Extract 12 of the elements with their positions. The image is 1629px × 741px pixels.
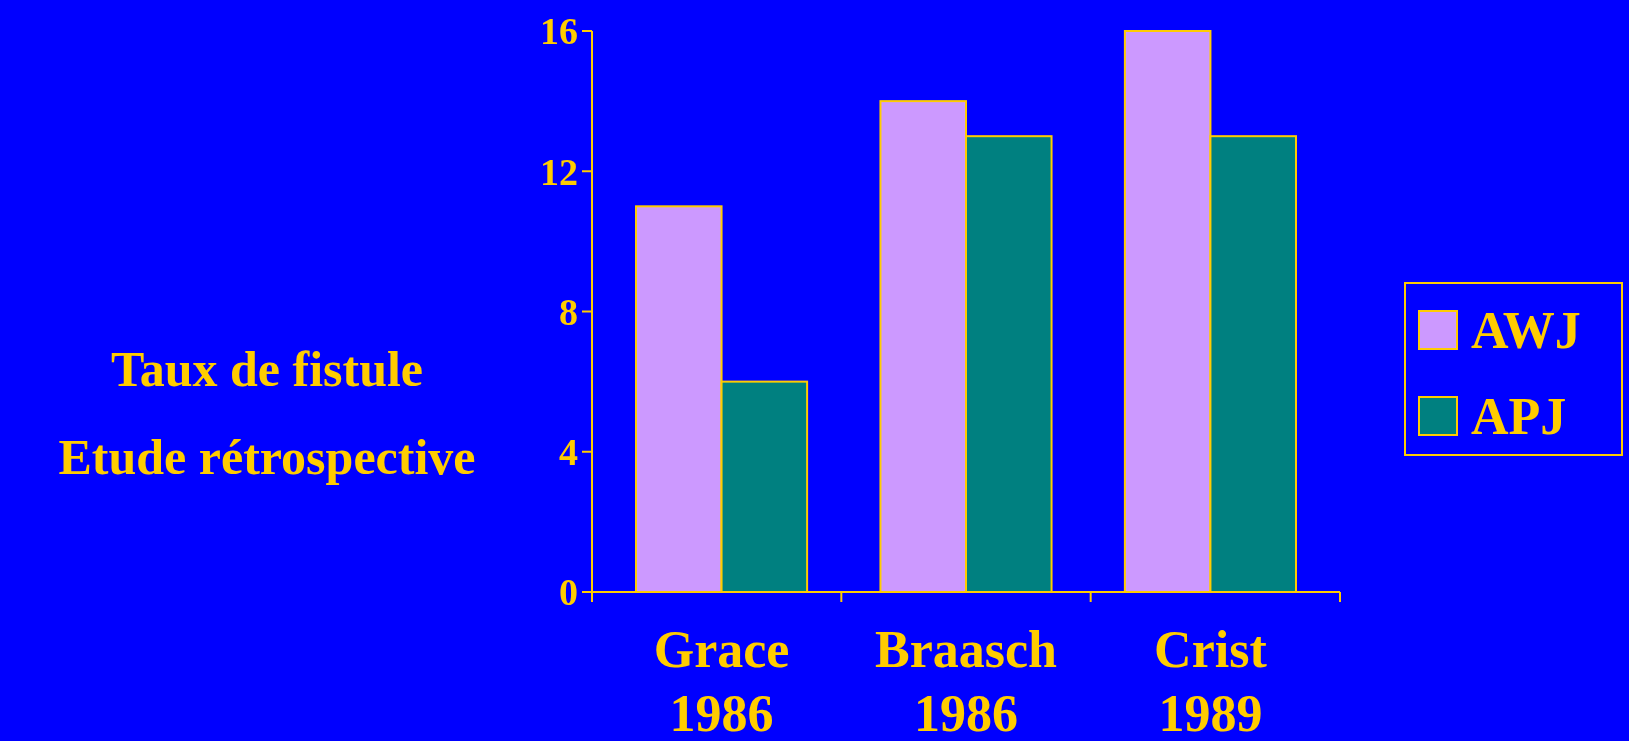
y-tick-label: 8 (559, 290, 578, 333)
y-tick-label: 4 (559, 431, 578, 474)
x-tick-label: Braasch 1986 (875, 621, 1058, 741)
x-tick-label: Grace 1986 (653, 621, 790, 741)
y-tick-label: 12 (540, 150, 578, 193)
x-tick-label: Crist 1989 (1154, 621, 1268, 741)
y-tick-label: 16 (540, 10, 578, 53)
text: Etude rétrospective (58, 429, 476, 485)
legend-label: AWJ (1471, 302, 1581, 360)
text: Taux de fistule (110, 341, 424, 397)
legend-label: APJ (1471, 388, 1567, 446)
y-tick-label: 0 (559, 571, 578, 614)
